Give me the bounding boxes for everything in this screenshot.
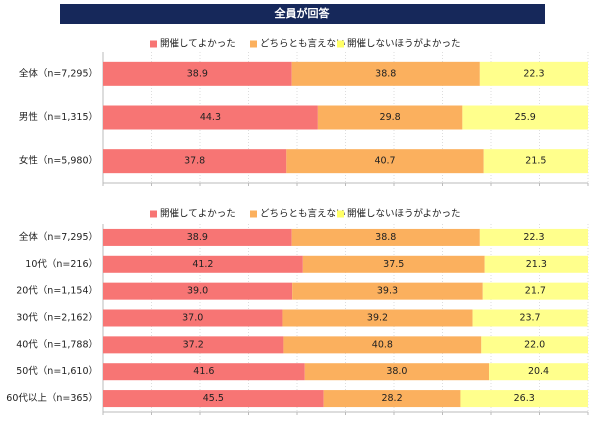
- value-label: 38.0: [386, 366, 407, 377]
- value-label: 37.8: [184, 156, 205, 167]
- value-label: 22.3: [523, 68, 544, 79]
- value-label: 38.9: [187, 232, 208, 243]
- bar-segment: [291, 228, 480, 246]
- category-label: 60代以上（n=365）: [6, 392, 98, 404]
- bar-segment: [460, 390, 588, 408]
- legend-label: どちらとも言えない: [260, 208, 346, 220]
- bar-segment: [292, 282, 483, 300]
- value-label: 22.3: [523, 232, 544, 243]
- bar-segment: [479, 61, 588, 86]
- bar-segment: [317, 105, 463, 130]
- legend-label: 開催してよかった: [160, 38, 236, 50]
- category-label: 50代（n=1,610）: [16, 365, 98, 377]
- bar-segment: [291, 61, 480, 86]
- value-label: 38.8: [375, 232, 396, 243]
- value-label: 40.7: [374, 156, 395, 167]
- legend-swatch: [337, 210, 344, 218]
- value-label: 25.9: [515, 112, 536, 123]
- bar-segment: [472, 309, 588, 327]
- value-label: 29.8: [380, 112, 401, 123]
- value-label: 39.2: [367, 313, 388, 324]
- value-label: 22.0: [524, 339, 545, 350]
- value-label: 38.9: [187, 68, 208, 79]
- category-label: 10代（n=216）: [25, 258, 98, 270]
- bar-segment: [103, 282, 293, 300]
- value-label: 20.4: [528, 366, 549, 377]
- value-label: 39.0: [187, 286, 208, 297]
- bar-segment: [103, 309, 283, 327]
- value-label: 37.0: [182, 313, 203, 324]
- category-label: 全体（n=7,295）: [19, 67, 98, 79]
- category-label: 40代（n=1,788）: [16, 338, 98, 350]
- value-label: 21.3: [526, 259, 547, 270]
- value-label: 23.7: [519, 313, 540, 324]
- bar-segment: [286, 149, 484, 174]
- category-label: 20代（n=1,154）: [16, 285, 98, 297]
- value-label: 40.8: [372, 339, 393, 350]
- value-label: 44.3: [200, 112, 221, 123]
- legend-swatch: [337, 40, 344, 48]
- bar-segment: [323, 390, 461, 408]
- bar-segment: [282, 309, 473, 327]
- bar-segment: [103, 61, 292, 86]
- category-label: 30代（n=2,162）: [16, 312, 98, 324]
- bar-segment: [103, 228, 292, 246]
- banner-title: 全員が回答: [274, 6, 331, 20]
- bar-segment: [304, 363, 490, 381]
- value-label: 41.2: [192, 259, 213, 270]
- value-label: 41.6: [193, 366, 214, 377]
- value-label: 21.5: [525, 156, 546, 167]
- legend-label: どちらとも言えない: [260, 38, 346, 50]
- bar-segment: [103, 149, 287, 174]
- value-label: 38.8: [375, 68, 396, 79]
- bar-segment: [103, 105, 318, 130]
- value-label: 39.3: [377, 286, 398, 297]
- bar-segment: [482, 282, 588, 300]
- bar-segment: [462, 105, 588, 130]
- bar-segment: [483, 149, 588, 174]
- legend-label: 開催してよかった: [160, 208, 236, 220]
- value-label: 26.3: [514, 393, 535, 404]
- bar-segment: [479, 228, 588, 246]
- category-label: 男性（n=1,315）: [19, 111, 98, 123]
- bar-segment: [103, 336, 284, 354]
- bar-segment: [481, 336, 588, 354]
- value-label: 45.5: [203, 393, 224, 404]
- bar-segment: [103, 390, 324, 408]
- legend-swatch: [150, 40, 157, 48]
- bar-segment: [484, 255, 588, 273]
- value-label: 37.2: [183, 339, 204, 350]
- bar-segment: [103, 363, 305, 381]
- bar-segment: [489, 363, 588, 381]
- value-label: 21.7: [525, 286, 546, 297]
- legend-label: 開催しないほうがよかった: [347, 38, 461, 50]
- legend-swatch: [250, 40, 257, 48]
- bar-segment: [283, 336, 482, 354]
- category-label: 女性（n=5,980）: [19, 155, 98, 167]
- bar-segment: [302, 255, 485, 273]
- value-label: 28.2: [381, 393, 402, 404]
- legend-swatch: [250, 210, 257, 218]
- banner: [60, 4, 545, 24]
- category-label: 全体（n=7,295）: [19, 231, 98, 243]
- legend-label: 開催しないほうがよかった: [347, 208, 461, 220]
- bar-segment: [103, 255, 303, 273]
- value-label: 37.5: [383, 259, 404, 270]
- legend-swatch: [150, 210, 157, 218]
